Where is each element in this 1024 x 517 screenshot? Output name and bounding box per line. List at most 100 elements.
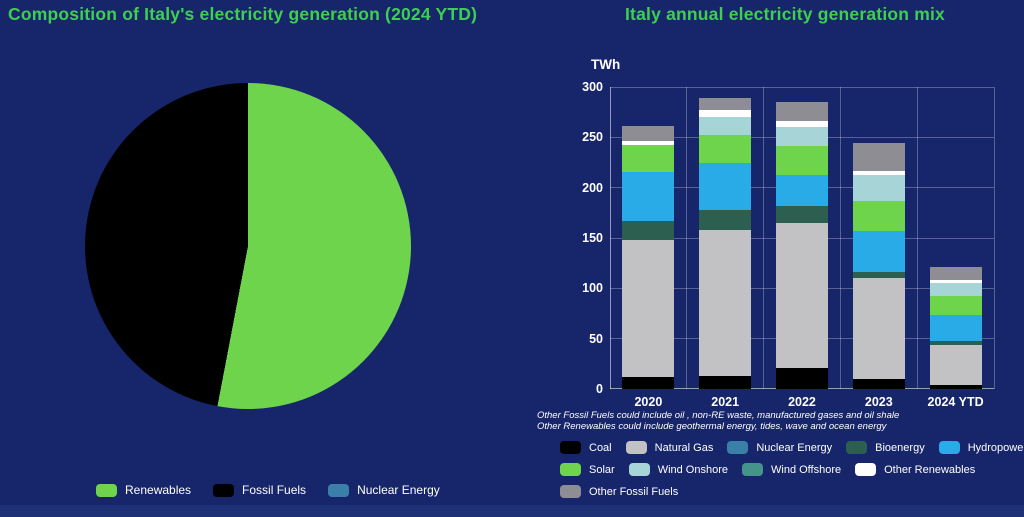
bar-segment [776, 102, 828, 122]
bar-segment [699, 162, 752, 210]
bar-legend-row: Other Fossil Fuels [560, 485, 1024, 498]
bar-legend-row: Solar Wind Onshore Wind Offshore Other Rene… [560, 463, 1024, 476]
legend-item: Hydropower [938, 441, 1024, 454]
legend-item: Wind Offshore [742, 463, 841, 476]
legend-item: Nuclear Energy [328, 483, 440, 497]
bar-segment [776, 367, 828, 389]
y-tick-label: 150 [582, 231, 603, 245]
bar-plot-area [610, 86, 995, 389]
legend-swatch [727, 441, 749, 454]
y-axis-line [610, 87, 611, 389]
legend-label: Other Renewables [884, 463, 976, 476]
bar-segment [776, 146, 828, 175]
bar-segment [852, 278, 905, 379]
bar-segment [699, 117, 752, 136]
bar-segment [622, 220, 675, 241]
bar-segment [699, 110, 752, 118]
legend-item: Wind Onshore [628, 463, 728, 476]
legend-item: Other Renewables [855, 463, 975, 476]
x-tick-label: 2022 [788, 395, 816, 409]
bar-segment [929, 280, 982, 284]
y-tick-label: 0 [596, 382, 603, 396]
bar-segment [929, 296, 982, 315]
bar-segment [622, 240, 675, 377]
bar-segment [852, 200, 905, 231]
legend-swatch [628, 463, 650, 476]
y-tick-label: 50 [589, 331, 603, 346]
legend-swatch [742, 463, 763, 476]
legend-swatch [560, 441, 581, 454]
legend-item: Bioenergy [846, 441, 925, 454]
legend-item: Fossil Fuels [213, 483, 306, 497]
bar-segment [776, 127, 828, 147]
y-tick-label: 300 [582, 80, 603, 94]
bar-segment [622, 145, 675, 172]
bar-chart-title: Italy annual electricity generation mix [625, 4, 945, 24]
bar-segment [929, 267, 982, 281]
pie-chart-title: Composition of Italy's electricity gener… [8, 4, 478, 24]
x-tick-label: 2020 [634, 395, 663, 409]
bar-segment [776, 121, 828, 128]
x-tick-label: 2023 [864, 395, 893, 409]
v-gridline [993, 87, 995, 389]
bar-segment [929, 344, 982, 385]
bar-segment [929, 283, 982, 297]
bar-segment [852, 143, 905, 171]
legend-swatch [938, 441, 960, 454]
legend-swatch [560, 485, 581, 498]
legend-item: Solar [560, 463, 615, 476]
legend-swatch [625, 441, 647, 454]
bar-segment [929, 384, 982, 389]
legend-label: Coal [589, 441, 612, 454]
y-axis-unit-label: TWh [591, 57, 621, 72]
legend-swatch [855, 463, 877, 476]
legend-label: Bioenergy [875, 441, 925, 454]
legend-swatch [213, 483, 235, 497]
bar-legend-row: Coal Natural Gas Nuclear Energy Bioenergy Hy… [560, 441, 1024, 454]
bar-segment [622, 376, 675, 389]
v-gridline [839, 87, 841, 389]
legend-label: Renewables [125, 483, 192, 497]
legend-swatch [846, 441, 868, 454]
legend-item: Coal [560, 441, 612, 454]
bar-segment [776, 174, 828, 206]
bar-segment [852, 230, 905, 273]
x-tick-label: 2021 [711, 395, 740, 409]
bar-segment [699, 229, 752, 376]
legend-label: Hydropower [967, 441, 1024, 454]
bar-segment [852, 378, 905, 389]
bar-segment [699, 135, 752, 163]
bar-segment [929, 340, 982, 345]
legend-item: Natural Gas [625, 441, 714, 454]
legend-label: Solar [589, 463, 615, 476]
pie-chart [85, 83, 411, 409]
legend-label: Fossil Fuels [242, 483, 307, 497]
bar-segment [776, 222, 828, 368]
y-tick-label: 100 [582, 281, 603, 296]
bar-segment [622, 126, 675, 142]
legend-item: Renewables [96, 483, 191, 497]
footer-strip [0, 505, 1024, 517]
pie-legend: Renewables Fossil Fuels Nuclear Energy [96, 483, 462, 497]
footnote-line: Other Fossil Fuels could include oil , n… [537, 410, 900, 421]
legend-label: Natural Gas [654, 441, 714, 454]
v-gridline [763, 87, 765, 389]
bar-segment [699, 209, 752, 230]
y-tick-label: 200 [582, 180, 603, 195]
legend-item: Other Fossil Fuels [560, 485, 678, 498]
bar-segment [776, 205, 828, 223]
legend-label: Wind Offshore [771, 463, 842, 476]
h-gridline [610, 86, 994, 88]
legend-swatch [328, 483, 350, 497]
legend-label: Other Fossil Fuels [589, 485, 679, 498]
v-gridline [916, 87, 918, 389]
bar-legend: Coal Natural Gas Nuclear Energy Bioenergy Hy… [560, 441, 1024, 507]
footnote-line: Other Renewables could include geotherma… [537, 420, 887, 432]
legend-swatch [560, 463, 581, 476]
bar-segment [622, 171, 675, 221]
bar-segment [852, 272, 905, 279]
bar-segment [699, 98, 752, 111]
legend-label: Nuclear Energy [357, 483, 440, 497]
bar-segment [852, 174, 905, 201]
